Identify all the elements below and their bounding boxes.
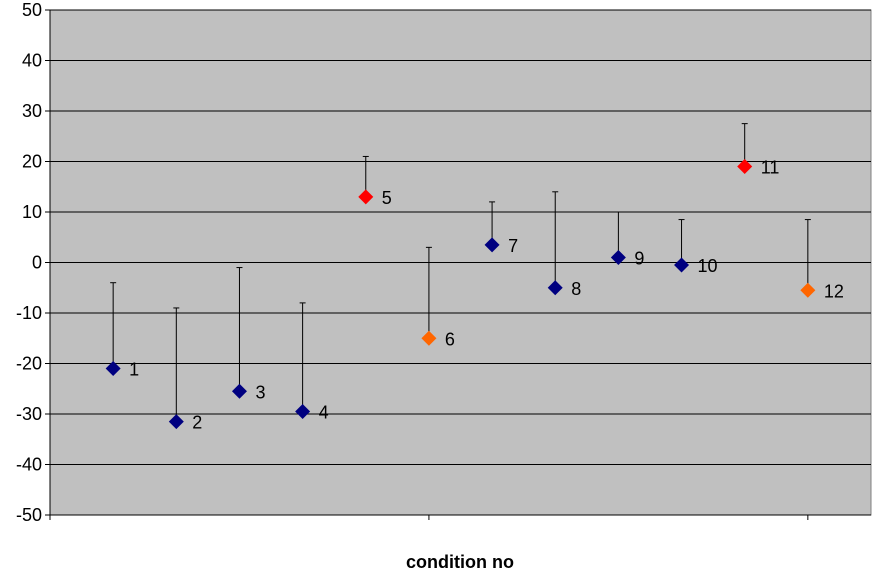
data-point-label: 9 <box>634 248 644 268</box>
x-axis-label: condition no <box>406 552 514 572</box>
y-tick-label: -30 <box>16 404 42 424</box>
y-tick-label: -10 <box>16 303 42 323</box>
data-point-marker <box>547 280 563 296</box>
data-point-label: 8 <box>571 279 581 299</box>
data-point-label: 10 <box>698 256 718 276</box>
data-point-marker <box>484 237 500 253</box>
y-tick-label: -20 <box>16 354 42 374</box>
y-tick-label: 50 <box>22 0 42 20</box>
data-point-label: 6 <box>445 329 455 349</box>
y-tick-label: 0 <box>32 253 42 273</box>
gridlines <box>50 9 871 516</box>
y-tick-label: 20 <box>22 152 42 172</box>
data-point-label: 12 <box>824 281 844 301</box>
data-point-label: 2 <box>192 413 202 433</box>
data-point-label: 5 <box>382 188 392 208</box>
data-point-marker <box>168 414 184 430</box>
data-point-marker <box>358 189 374 205</box>
data-point-marker <box>800 282 816 298</box>
axes: -50 -40 -30 -20 -10 0 10 20 30 40 50 <box>16 0 809 525</box>
data-point-marker <box>231 383 247 399</box>
data-point-label: 1 <box>129 360 139 380</box>
error-bars <box>110 123 811 422</box>
data-point-label: 4 <box>319 402 329 422</box>
data-point-marker <box>737 159 753 175</box>
data-point-marker <box>610 249 626 265</box>
y-tick-label: -40 <box>16 455 42 475</box>
data-point-marker <box>674 257 690 273</box>
data-point-label: 3 <box>255 382 265 402</box>
data-point-marker <box>105 361 121 377</box>
data-point-marker <box>421 330 437 346</box>
y-tick-label: 10 <box>22 202 42 222</box>
data-point-marker <box>295 403 311 419</box>
data-point-label: 7 <box>508 236 518 256</box>
y-tick-label: 30 <box>22 101 42 121</box>
y-tick-label: 40 <box>22 51 42 71</box>
y-tick-label: -50 <box>16 505 42 525</box>
data-point-label: 11 <box>761 158 780 178</box>
